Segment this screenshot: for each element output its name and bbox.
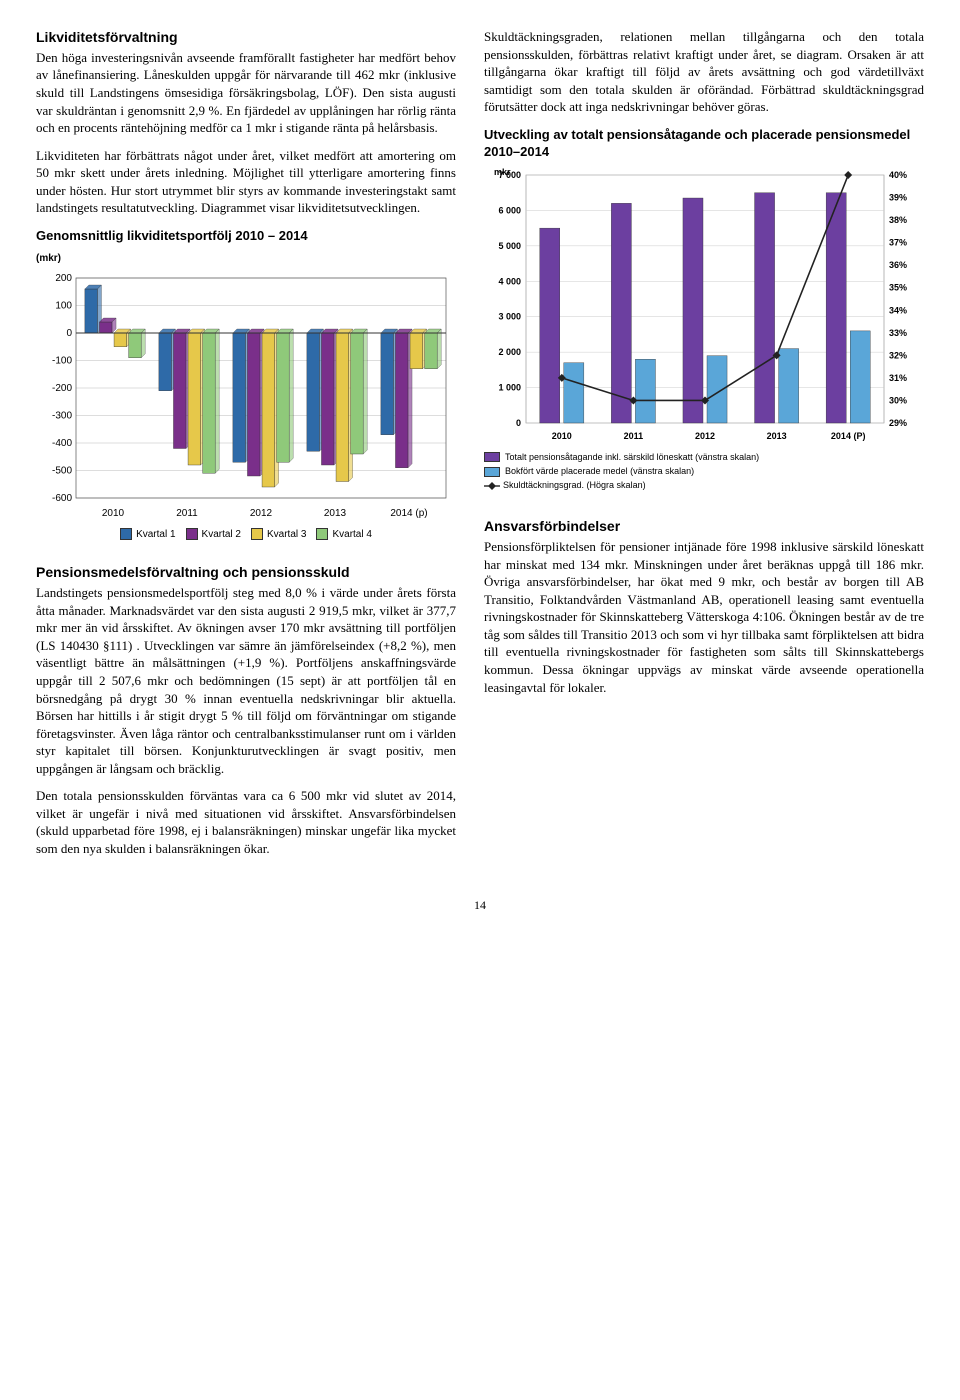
svg-text:37%: 37% [889, 237, 907, 247]
chart1: -600 -500 -400 -300 -200 -100 0 100 200 2010 2011 2… [36, 272, 456, 522]
svg-text:2012: 2012 [695, 431, 715, 441]
svg-text:34%: 34% [889, 305, 907, 315]
svg-text:2010: 2010 [102, 508, 125, 519]
svg-text:-600: -600 [52, 493, 72, 504]
svg-text:32%: 32% [889, 350, 907, 360]
svg-text:5 000: 5 000 [498, 241, 521, 251]
svg-text:100: 100 [55, 300, 72, 311]
svg-text:39%: 39% [889, 192, 907, 202]
body-paragraph: Likviditeten har förbättrats något under… [36, 147, 456, 217]
svg-text:40%: 40% [889, 170, 907, 180]
chart1-ylabel: (mkr) [36, 252, 456, 266]
svg-text:6 000: 6 000 [498, 205, 521, 215]
body-paragraph: Den höga investeringsnivån avseende fram… [36, 49, 456, 137]
page-number: 14 [36, 897, 924, 913]
svg-text:35%: 35% [889, 283, 907, 293]
svg-text:2012: 2012 [250, 508, 273, 519]
svg-text:2013: 2013 [324, 508, 347, 519]
chart1-legend: Kvartal 1 Kvartal 2 Kvartal 3 Kvartal 4 [36, 528, 456, 542]
svg-text:-300: -300 [52, 410, 72, 421]
svg-text:30%: 30% [889, 395, 907, 405]
body-paragraph: Pensionsförpliktelsen för pensioner intj… [484, 538, 924, 696]
svg-text:2011: 2011 [176, 508, 198, 519]
svg-text:-400: -400 [52, 438, 72, 449]
svg-text:-200: -200 [52, 383, 72, 394]
chart2-legend: Totalt pensionsåtagande inkl. särskild l… [484, 451, 924, 491]
page-columns: Likviditetsförvaltning Den höga invester… [36, 28, 924, 867]
body-paragraph: Landstingets pensionsmedelsportfölj steg… [36, 584, 456, 777]
chart2-svg: 01 0002 0003 0004 0005 0006 0007 00029%3… [484, 167, 924, 447]
svg-text:3 000: 3 000 [498, 312, 521, 322]
legend-item: Kvartal 3 [251, 528, 306, 542]
svg-text:31%: 31% [889, 373, 907, 383]
svg-text:-500: -500 [52, 465, 72, 476]
svg-text:33%: 33% [889, 328, 907, 338]
svg-text:29%: 29% [889, 418, 907, 428]
section-heading: Likviditetsförvaltning [36, 28, 456, 47]
svg-text:36%: 36% [889, 260, 907, 270]
legend-item: Skuldtäckningsgrad. (Högra skalan) [484, 479, 924, 491]
body-paragraph: Den totala pensionsskulden förväntas var… [36, 787, 456, 857]
legend-item: Bokfört värde placerade medel (vänstra s… [484, 465, 924, 477]
right-column: Skuldtäckningsgraden, relationen mellan … [484, 28, 924, 867]
svg-text:2011: 2011 [624, 431, 644, 441]
svg-text:mkr: mkr [494, 167, 511, 177]
legend-item: Kvartal 2 [186, 528, 241, 542]
section-heading: Pensionsmedelsförvaltning och pensionssk… [36, 563, 456, 582]
legend-item: Totalt pensionsåtagande inkl. särskild l… [484, 451, 924, 463]
svg-text:200: 200 [55, 273, 72, 284]
chart2-title: Utveckling av totalt pensionsåtagande oc… [484, 126, 924, 161]
svg-text:2013: 2013 [767, 431, 787, 441]
left-column: Likviditetsförvaltning Den höga invester… [36, 28, 456, 867]
svg-text:2014 (P): 2014 (P) [831, 431, 866, 441]
body-paragraph: Skuldtäckningsgraden, relationen mellan … [484, 28, 924, 116]
section-heading: Ansvarsförbindelser [484, 517, 924, 536]
svg-text:-100: -100 [52, 355, 72, 366]
legend-item: Kvartal 1 [120, 528, 175, 542]
chart2: 01 0002 0003 0004 0005 0006 0007 00029%3… [484, 167, 924, 447]
chart1-svg: -600 -500 -400 -300 -200 -100 0 100 200 2010 2011 2… [36, 272, 456, 522]
svg-text:0: 0 [66, 328, 72, 339]
chart1-title: Genomsnittlig likviditetsportfölj 2010 –… [36, 227, 456, 245]
svg-text:38%: 38% [889, 215, 907, 225]
svg-text:0: 0 [516, 418, 521, 428]
svg-text:2010: 2010 [552, 431, 572, 441]
svg-text:1 000: 1 000 [498, 382, 521, 392]
svg-text:2 000: 2 000 [498, 347, 521, 357]
legend-item: Kvartal 4 [316, 528, 371, 542]
svg-text:4 000: 4 000 [498, 276, 521, 286]
svg-text:2014 (p): 2014 (p) [390, 508, 427, 519]
